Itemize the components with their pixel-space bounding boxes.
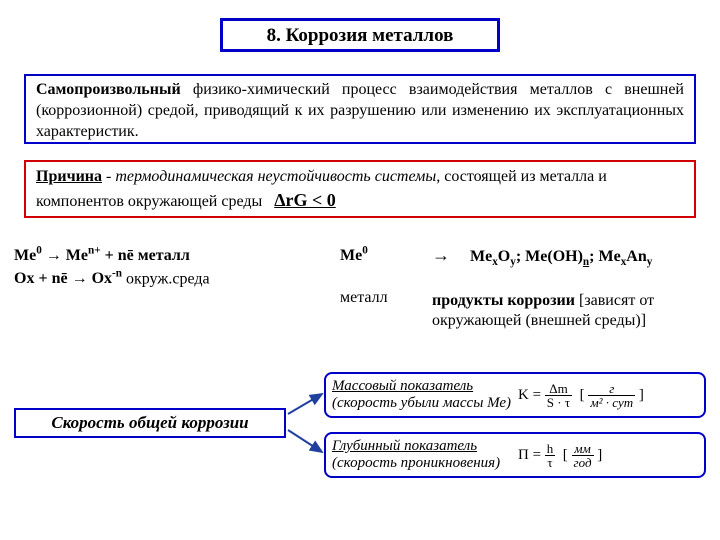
- cause-label: Причина: [36, 168, 102, 185]
- equations-right: → MexOy; Me(OH)n; MexAny продукты корроз…: [432, 244, 720, 332]
- depth-indicator-box: Глубинный показатель (скорость проникнов…: [324, 432, 706, 478]
- cause-box: Причина - термодинамическая неустойчивос…: [24, 160, 696, 218]
- definition-lead: Самопроизвольный: [36, 81, 181, 98]
- delta-g: ΔrG < 0: [274, 190, 336, 210]
- equations-left: Me0 → Men+ + nē металл Ox + nē → Ox-n ок…: [14, 244, 210, 290]
- cause-dash: -: [102, 168, 115, 185]
- definition-box: Самопроизвольный физико-химический проце…: [24, 74, 696, 144]
- cause-italic: термодинамическая неустойчивость системы: [115, 168, 436, 185]
- mass-indicator-box: Массовый показатель (скорость убыли масс…: [324, 372, 706, 418]
- equations-mid: Me0 металл: [340, 244, 388, 309]
- rate-box: Скорость общей коррозии: [14, 408, 286, 438]
- page-title: 8. Коррозия металлов: [220, 18, 500, 52]
